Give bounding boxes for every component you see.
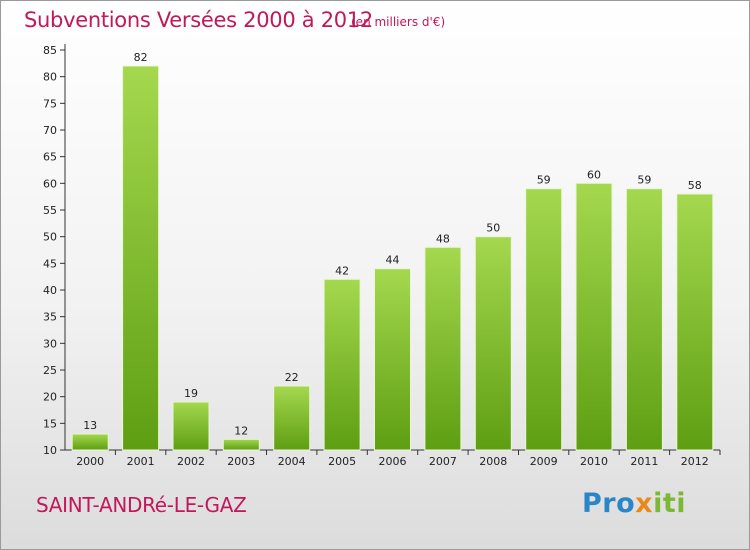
bar-value-label: 22 [285,371,299,384]
bar [222,438,260,451]
proxiti-logo[interactable]: Proxiti [582,488,686,519]
bar [625,188,663,451]
bar [525,188,563,451]
x-tick-label: 2003 [227,455,255,468]
y-tick-label: 65 [43,151,57,164]
chart-title: Subventions Versées 2000 à 2012 [24,8,373,32]
x-tick-label: 2009 [530,455,558,468]
y-tick-label: 30 [43,337,57,350]
bar [374,268,411,451]
bar-value-label: 42 [335,264,349,277]
y-tick-label: 85 [43,44,57,57]
bar-value-label: 19 [184,387,198,400]
bar-value-label: 12 [234,424,248,437]
y-tick-label: 20 [43,391,57,404]
bar [676,193,714,451]
x-tick-label: 2010 [580,455,608,468]
bar [273,385,311,451]
bar [71,433,109,451]
y-tick-label: 15 [43,417,57,430]
x-tick-label: 2007 [429,455,457,468]
logo-part-iti: iti [653,488,686,519]
x-tick-label: 2002 [177,455,205,468]
bar [424,246,462,451]
commune-name: SAINT-ANDRé-LE-GAZ [36,493,247,517]
bar-value-label: 48 [436,232,450,245]
logo-part-pro: Pro [582,488,636,519]
bar-value-label: 13 [83,419,97,432]
bar-value-label: 59 [537,174,551,187]
x-tick-label: 2004 [278,455,306,468]
y-tick-label: 35 [43,311,57,324]
bar-value-label: 82 [134,51,148,64]
y-tick-label: 75 [43,97,57,110]
y-tick-label: 50 [43,231,57,244]
bar-value-label: 60 [587,168,601,181]
unit-note: (en milliers d'€) [351,15,446,29]
bar-value-label: 58 [688,179,702,192]
y-tick-label: 55 [43,204,57,217]
y-tick-label: 45 [43,257,57,270]
x-tick-label: 2001 [127,455,155,468]
y-tick-label: 40 [43,284,57,297]
y-tick-label: 60 [43,177,57,190]
x-tick-label: 2011 [630,455,658,468]
x-tick-label: 2005 [328,455,356,468]
bar-value-label: 59 [637,174,651,187]
x-tick-label: 2012 [681,455,709,468]
y-tick-label: 80 [43,71,57,84]
y-tick-label: 25 [43,364,57,377]
x-tick-label: 2006 [379,455,407,468]
x-tick-label: 2008 [479,455,507,468]
y-tick-label: 10 [43,444,57,457]
y-tick-label: 70 [43,124,57,137]
bar-value-label: 50 [486,222,500,235]
bar [575,182,613,451]
bar [122,65,160,451]
bar [172,401,210,451]
logo-part-x: x [635,488,654,519]
bar [474,236,512,451]
x-tick-label: 2000 [76,455,104,468]
bar-value-label: 44 [386,254,400,267]
bar [323,278,361,451]
